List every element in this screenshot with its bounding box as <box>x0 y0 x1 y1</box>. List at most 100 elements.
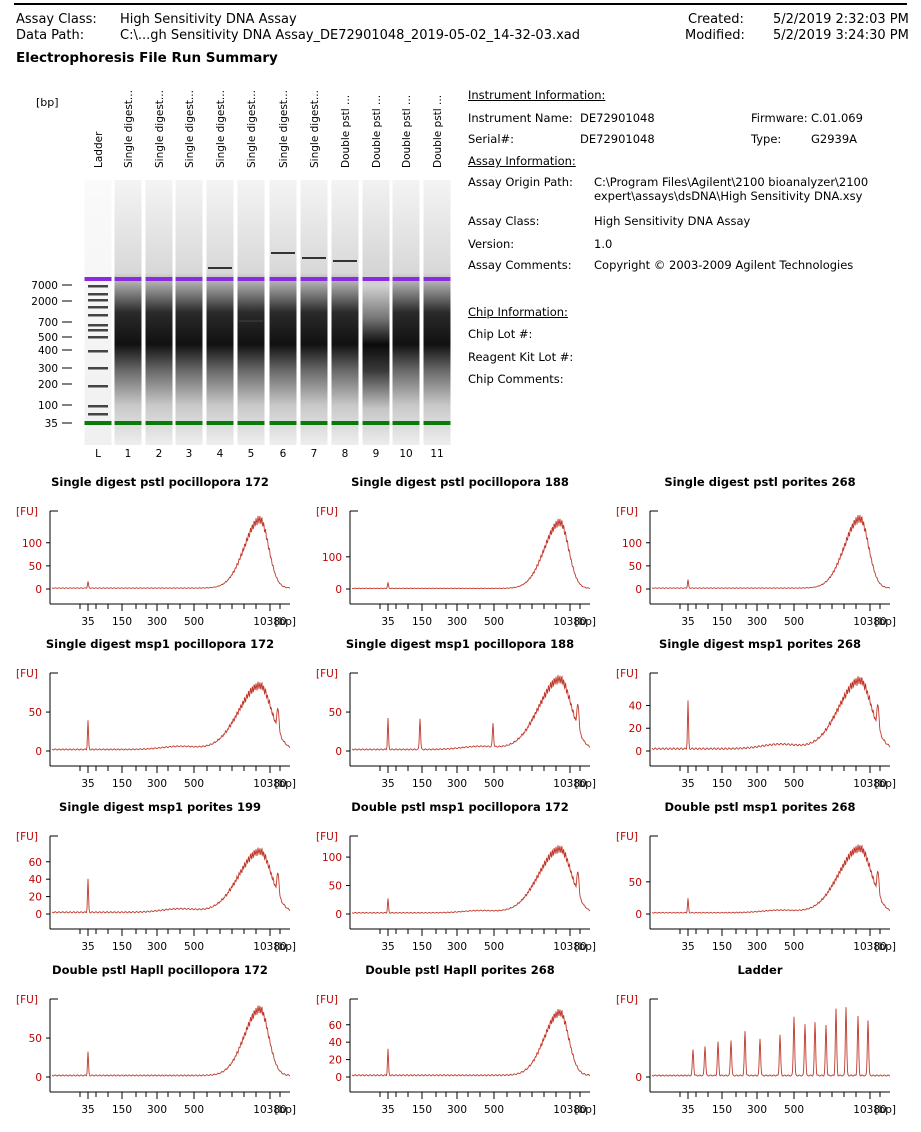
data-path-label: Data Path: <box>16 28 85 43</box>
y-tick-label: 40 <box>629 700 642 712</box>
assay-origin-line2: expert\assays\dsDNA\High Sensitivity DNA… <box>594 189 863 203</box>
x-tick-label: 150 <box>112 1104 132 1116</box>
y-tick-label: 50 <box>329 881 342 893</box>
x-tick-label: 150 <box>112 616 132 628</box>
x-tick-label: 500 <box>784 616 804 628</box>
x-tick-label: 300 <box>447 778 467 790</box>
gel-lane-name: Double pstl ... <box>401 95 413 168</box>
type-label: Type: <box>751 132 782 146</box>
x-tick-label: 35 <box>381 616 394 628</box>
sample-band <box>302 257 326 259</box>
x-tick-label: 35 <box>81 778 94 790</box>
x-tick-label: 300 <box>747 616 767 628</box>
gel-lane-name: Ladder <box>93 131 105 168</box>
y-tick-label: 20 <box>629 723 642 735</box>
y-tick-label: 20 <box>29 892 42 904</box>
lower-marker-band <box>114 421 142 425</box>
instrument-name-label: Instrument Name: <box>468 111 573 125</box>
y-tick-label: 0 <box>635 584 642 596</box>
trace-line <box>51 515 291 589</box>
x-tick-label: 35 <box>681 778 694 790</box>
y-tick-label: 50 <box>29 1033 42 1045</box>
ladder-band <box>88 350 108 353</box>
electropherogram-panel: Single digest pstl pocillopora 188 [FU] 0 1… <box>310 475 610 628</box>
electropherogram-panel: Single digest msp1 pocillopora 188 [FU] 0 5… <box>310 637 610 790</box>
upper-marker-band <box>331 277 359 281</box>
x-unit-label: [bp] <box>574 941 596 953</box>
x-tick-label: 150 <box>712 941 732 953</box>
plot-title: Double pstl Hapll porites 268 <box>365 963 555 977</box>
x-unit-label: [bp] <box>574 778 596 790</box>
ladder-band <box>88 293 108 296</box>
x-tick-label: 500 <box>184 778 204 790</box>
x-tick-label: 500 <box>784 1104 804 1116</box>
chip-heading: Chip Information: <box>468 305 568 319</box>
y-unit-label: [FU] <box>616 831 638 843</box>
firmware-label: Firmware: <box>751 111 808 125</box>
created-value: 5/2/2019 2:32:03 PM <box>773 12 909 27</box>
x-unit-label: [bp] <box>874 941 896 953</box>
x-tick-label: 10380 <box>853 778 886 790</box>
lower-marker-band <box>237 421 265 425</box>
plot-title: Single digest pstl pocillopora 188 <box>351 475 569 489</box>
upper-marker-band <box>237 277 265 281</box>
electropherogram-plot: [FU] 0 35 150 300 500 10380[bp] <box>616 994 896 1116</box>
x-tick-label: 300 <box>447 1104 467 1116</box>
y-unit-label: [FU] <box>616 668 638 680</box>
ladder-band <box>88 367 108 370</box>
gel-lane-number: 2 <box>156 448 163 460</box>
x-tick-label: 300 <box>147 941 167 953</box>
gel-lane <box>206 180 234 445</box>
electropherogram-plot: [FU] 0 50 35 150 300 500 10380[bp] <box>616 831 896 953</box>
gel-lane-name: Single digest... <box>246 90 258 168</box>
x-tick-label: 35 <box>681 616 694 628</box>
y-tick-label: 50 <box>29 561 42 573</box>
gel-lane-number: L <box>95 448 101 460</box>
y-tick-label: 0 <box>335 584 342 596</box>
sample-band <box>208 267 232 269</box>
gel-lane-number: 5 <box>248 448 255 460</box>
y-tick-label: 60 <box>29 857 42 869</box>
plot-title: Ladder <box>737 963 783 977</box>
y-tick-label: 0 <box>335 909 342 921</box>
gel-lane <box>114 180 142 445</box>
x-tick-label: 35 <box>81 941 94 953</box>
upper-marker-band <box>269 277 297 281</box>
electropherogram-panel: Single digest msp1 pocillopora 172 [FU] 0 5… <box>10 637 310 790</box>
y-unit-label: [FU] <box>16 831 38 843</box>
gel-lane-number: 7 <box>311 448 318 460</box>
x-tick-label: 300 <box>147 616 167 628</box>
upper-marker-band <box>362 277 390 281</box>
lower-marker-band <box>392 421 420 425</box>
electropherogram-plot: [FU] 0 50 100 35 150 300 500 10380[bp] <box>16 506 296 628</box>
y-tick-label: 0 <box>35 584 42 596</box>
x-tick-label: 150 <box>112 778 132 790</box>
x-unit-label: [bp] <box>874 1104 896 1116</box>
x-tick-label: 35 <box>81 1104 94 1116</box>
y-tick-label: 20 <box>329 1055 342 1067</box>
lower-marker-band <box>331 421 359 425</box>
trace-line <box>651 1007 891 1077</box>
x-tick-label: 300 <box>447 941 467 953</box>
ladder-band <box>88 299 108 302</box>
electropherogram-plot: [FU] 0 100 35 150 300 500 10380[bp] <box>316 506 596 628</box>
y-tick-label: 50 <box>629 561 642 573</box>
x-unit-label: [bp] <box>874 778 896 790</box>
upper-marker-band <box>145 277 173 281</box>
gel-size-label: 700 <box>38 317 58 329</box>
gel-lane-name: Single digest... <box>154 90 166 168</box>
plot-title: Double pstl Hapll pocillopora 172 <box>52 963 268 977</box>
x-tick-label: 10380 <box>253 778 286 790</box>
x-unit-label: [bp] <box>274 616 296 628</box>
x-tick-label: 300 <box>447 616 467 628</box>
trace-line <box>351 675 591 751</box>
assay-class-value: High Sensitivity DNA Assay <box>120 12 297 27</box>
x-tick-label: 300 <box>147 1104 167 1116</box>
ladder-band <box>88 336 108 339</box>
y-unit-label: [FU] <box>16 506 38 518</box>
x-tick-label: 150 <box>412 616 432 628</box>
y-tick-label: 50 <box>29 707 42 719</box>
y-tick-label: 0 <box>35 746 42 758</box>
gel-lane <box>269 180 297 445</box>
gel-size-label: 100 <box>38 400 58 412</box>
